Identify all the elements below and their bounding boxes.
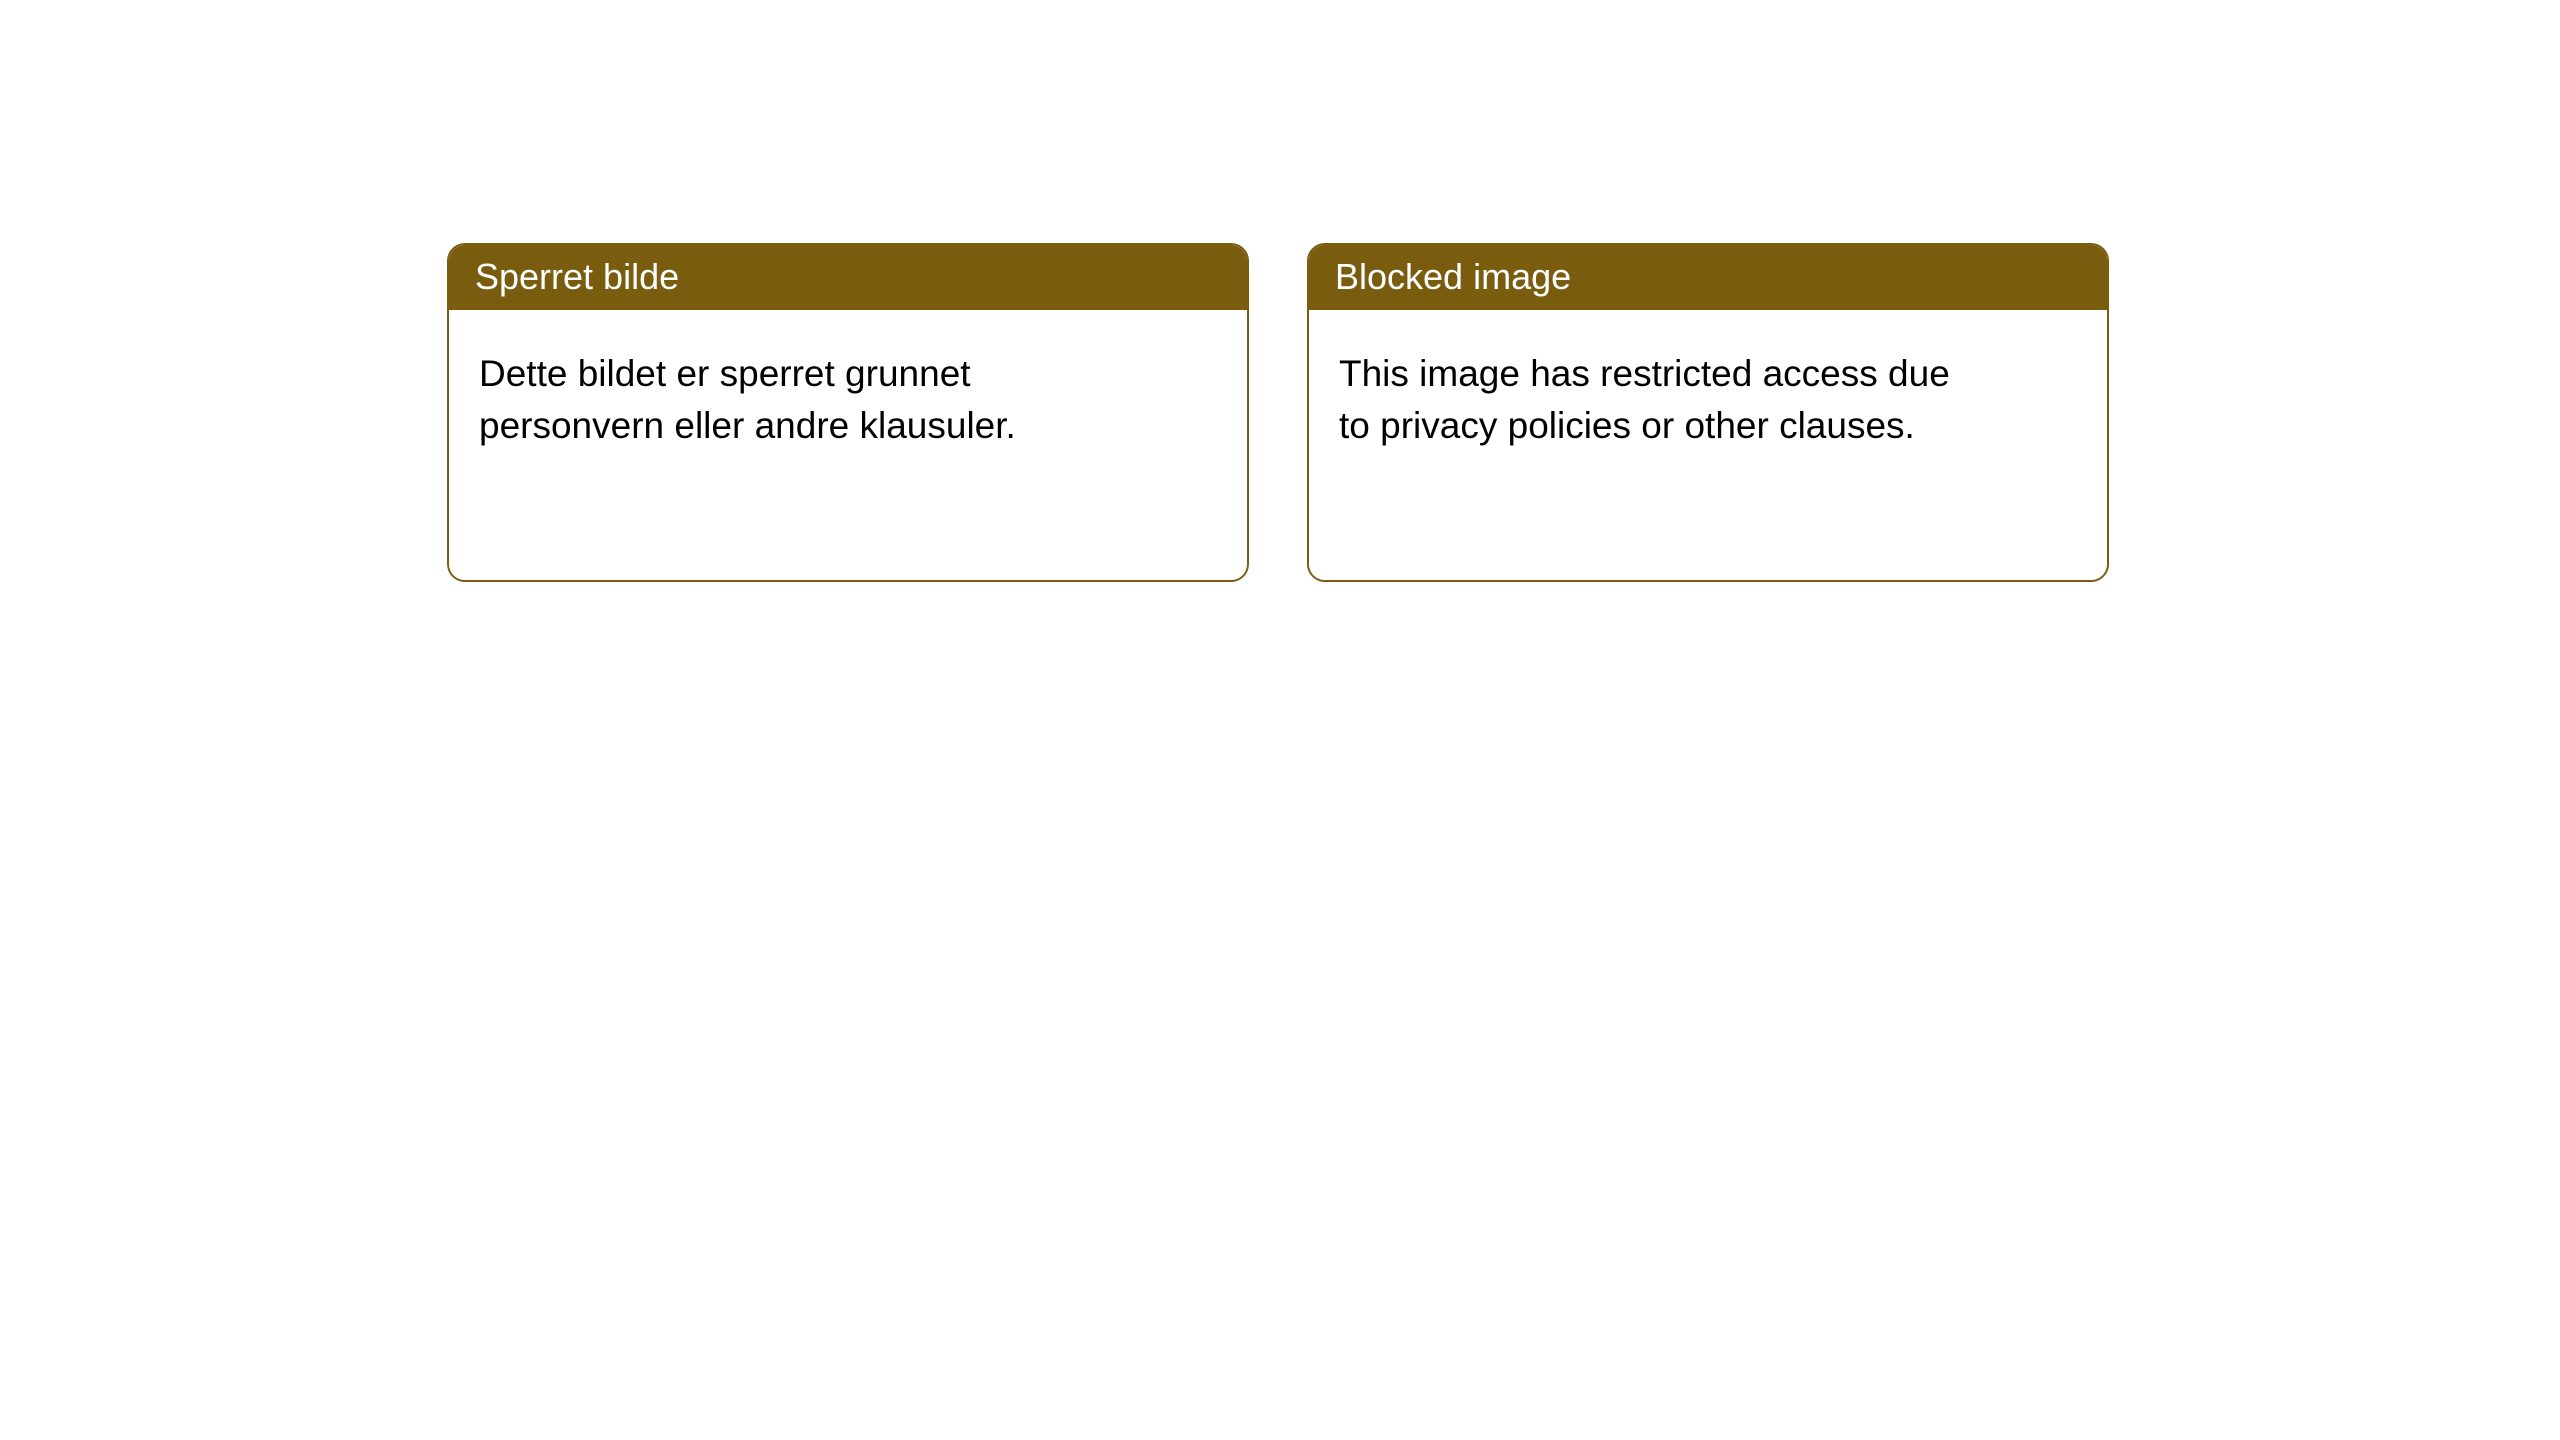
notice-header: Blocked image xyxy=(1309,245,2107,310)
notice-card-norwegian: Sperret bilde Dette bildet er sperret gr… xyxy=(447,243,1249,582)
notice-header: Sperret bilde xyxy=(449,245,1247,310)
notice-container: Sperret bilde Dette bildet er sperret gr… xyxy=(0,0,2560,582)
notice-text: Dette bildet er sperret grunnet personve… xyxy=(479,348,1119,452)
notice-body: This image has restricted access due to … xyxy=(1309,310,2107,580)
notice-body: Dette bildet er sperret grunnet personve… xyxy=(449,310,1247,580)
notice-card-english: Blocked image This image has restricted … xyxy=(1307,243,2109,582)
notice-text: This image has restricted access due to … xyxy=(1339,348,1979,452)
